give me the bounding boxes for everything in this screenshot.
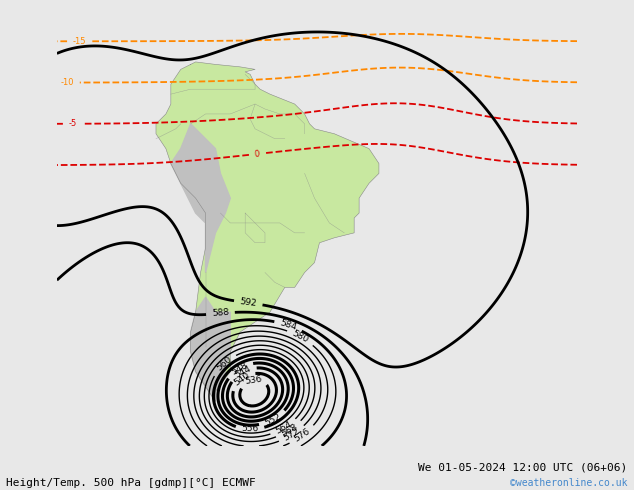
Text: 568: 568 bbox=[280, 422, 299, 439]
Text: ©weatheronline.co.uk: ©weatheronline.co.uk bbox=[510, 478, 628, 488]
Text: 572: 572 bbox=[282, 427, 302, 443]
Text: 548: 548 bbox=[230, 361, 249, 377]
Polygon shape bbox=[191, 297, 230, 401]
Text: 0: 0 bbox=[254, 149, 260, 159]
Text: 544: 544 bbox=[233, 364, 252, 380]
Text: 552: 552 bbox=[263, 412, 282, 427]
Text: 536: 536 bbox=[244, 375, 262, 386]
Text: 540: 540 bbox=[233, 370, 252, 387]
Text: 592: 592 bbox=[239, 297, 257, 308]
Text: 556: 556 bbox=[242, 424, 259, 434]
Text: We 01-05-2024 12:00 UTC (06+06): We 01-05-2024 12:00 UTC (06+06) bbox=[418, 463, 628, 473]
Text: 560: 560 bbox=[214, 355, 233, 373]
Text: 576: 576 bbox=[292, 427, 312, 444]
Text: -5: -5 bbox=[68, 119, 77, 128]
Text: Height/Temp. 500 hPa [gdmp][°C] ECMWF: Height/Temp. 500 hPa [gdmp][°C] ECMWF bbox=[6, 478, 256, 488]
Text: 564: 564 bbox=[274, 420, 294, 436]
Text: 588: 588 bbox=[212, 308, 230, 318]
Text: 584: 584 bbox=[279, 318, 298, 332]
Text: -10: -10 bbox=[61, 78, 74, 87]
Text: -15: -15 bbox=[73, 37, 86, 46]
Polygon shape bbox=[156, 62, 379, 401]
Polygon shape bbox=[171, 124, 230, 272]
Text: 580: 580 bbox=[291, 329, 310, 345]
